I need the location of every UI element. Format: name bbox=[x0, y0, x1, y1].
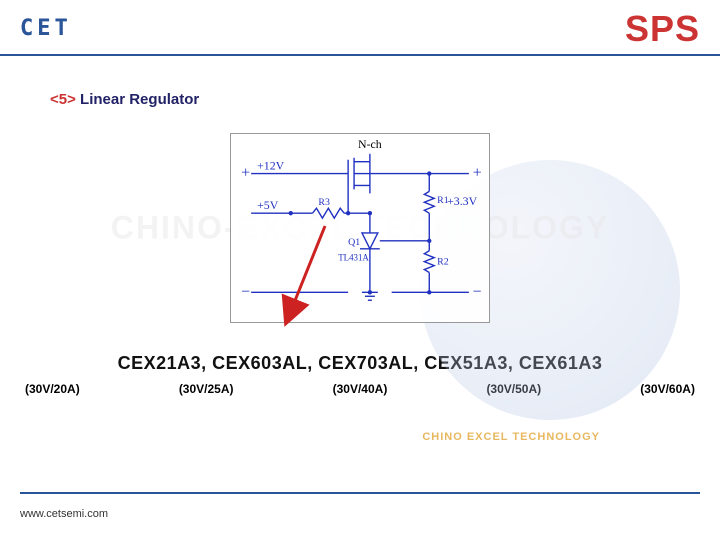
spec-0: (30V/20A) bbox=[25, 382, 80, 396]
label-vin: +12V bbox=[257, 159, 285, 173]
sign-plus-left-top: + bbox=[241, 165, 250, 182]
logo-left: CET bbox=[20, 19, 72, 39]
sign-minus-right-bot: − bbox=[473, 283, 482, 300]
label-vaux: +5V bbox=[257, 198, 279, 212]
sign-plus-right-top: + bbox=[473, 165, 482, 182]
pointer-arrow bbox=[280, 218, 340, 328]
diagram-area: CHINO-EXCEL TECHNOLOGY CHINO EXCEL TECHN… bbox=[0, 118, 720, 338]
label-q1: Q1 bbox=[348, 237, 360, 248]
spec-2: (30V/40A) bbox=[333, 382, 388, 396]
section-title: <5> Linear Regulator bbox=[50, 91, 720, 108]
part-1: CEX603AL bbox=[212, 353, 307, 373]
section-name: Linear Regulator bbox=[80, 91, 199, 108]
section-number: <5> bbox=[50, 91, 76, 108]
label-r3: R3 bbox=[318, 197, 330, 208]
watermark-text-2: CHINO EXCEL TECHNOLOGY bbox=[422, 431, 600, 443]
part-0: CEX21A3 bbox=[118, 353, 202, 373]
footer-url: www.cetsemi.com bbox=[20, 508, 108, 520]
label-tl431: TL431A bbox=[338, 253, 369, 263]
label-vout: +3.3V bbox=[447, 194, 478, 208]
label-nch: N-ch bbox=[358, 137, 382, 151]
spec-4: (30V/60A) bbox=[640, 382, 695, 396]
footer-divider bbox=[20, 492, 700, 494]
label-r2: R2 bbox=[437, 257, 449, 268]
logo-right: SPS bbox=[625, 8, 700, 50]
part-2: CEX703AL bbox=[318, 353, 413, 373]
circuit-diagram: N-ch + − + − +12V +5V +3.3V R3 R1 R2 Q1 … bbox=[230, 133, 490, 323]
label-r1: R1 bbox=[437, 195, 449, 206]
spec-1: (30V/25A) bbox=[179, 382, 234, 396]
sign-minus-left-bot: − bbox=[241, 283, 250, 300]
